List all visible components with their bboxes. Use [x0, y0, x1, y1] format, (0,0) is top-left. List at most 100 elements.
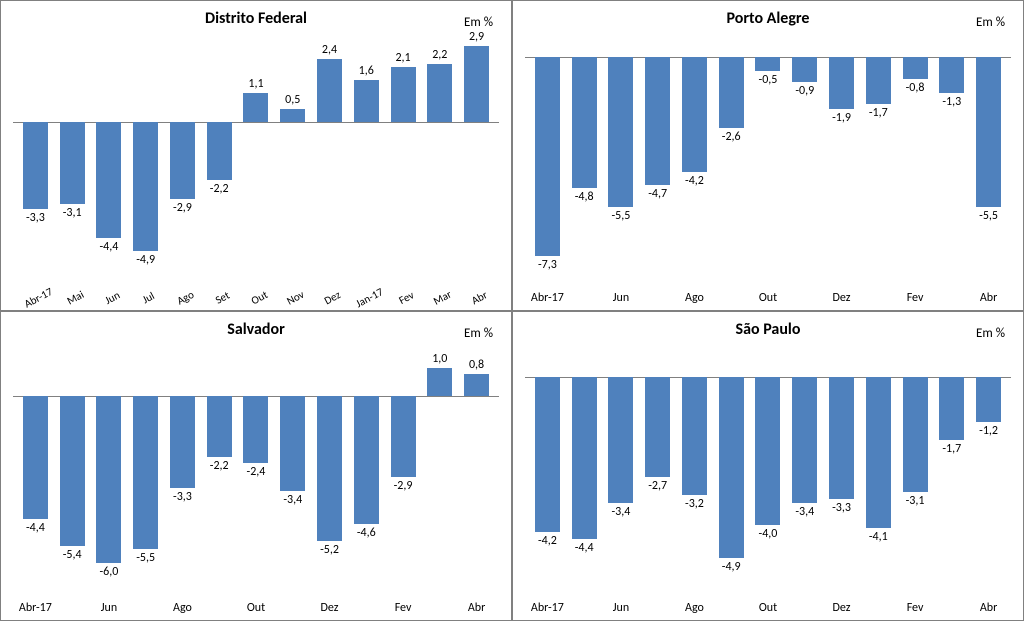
- bar: [755, 377, 780, 524]
- x-label: Abr-17: [529, 291, 566, 305]
- x-label: Jul: [129, 283, 168, 312]
- bar-slot: -4,6: [348, 341, 385, 592]
- bar-slot: -3,1: [897, 341, 934, 592]
- value-label: -4,0: [759, 527, 778, 541]
- value-label: -4,9: [136, 253, 155, 267]
- bar: [939, 377, 964, 440]
- bar-slot: -4,8: [566, 30, 603, 281]
- unit-label: Em %: [464, 15, 493, 30]
- bar: [719, 57, 744, 128]
- bar: [354, 396, 379, 524]
- x-label: [201, 601, 238, 615]
- value-label: -4,4: [575, 541, 594, 555]
- bar: [903, 57, 928, 79]
- bar: [829, 57, 854, 109]
- value-label: -5,2: [320, 543, 339, 557]
- value-label: -4,7: [648, 187, 667, 201]
- bar: [645, 377, 670, 476]
- value-label: -0,9: [795, 84, 814, 98]
- x-label: Dez: [311, 601, 348, 615]
- bar: [391, 396, 416, 477]
- bar: [792, 377, 817, 502]
- bar-slot: -4,4: [91, 30, 128, 281]
- chart-area: -4,4-5,4-6,0-5,5-3,3-2,2-2,4-3,4-5,2-4,6…: [13, 341, 499, 592]
- bar: [792, 57, 817, 82]
- value-label: -1,9: [832, 111, 851, 125]
- bar-slot: 1,1: [238, 30, 275, 281]
- value-label: -2,2: [210, 459, 229, 473]
- bar: [645, 57, 670, 185]
- value-label: -4,4: [99, 240, 118, 254]
- bar: [535, 57, 560, 256]
- bar: [866, 377, 891, 528]
- value-label: -3,4: [283, 493, 302, 507]
- bar: [96, 396, 121, 563]
- panel-title: Distrito Federal: [13, 9, 499, 28]
- bar-slot: -2,9: [385, 341, 422, 592]
- x-label: [713, 601, 750, 615]
- x-label: Out: [750, 291, 787, 305]
- unit-label: Em %: [976, 326, 1005, 341]
- bar-slot: -0,8: [897, 30, 934, 281]
- value-label: -2,7: [648, 479, 667, 493]
- x-label: Fev: [897, 291, 934, 305]
- bar-slot: -1,3: [933, 30, 970, 281]
- bar: [755, 57, 780, 71]
- panel-porto-alegre: Porto Alegre Em % -7,3-4,8-5,5-4,7-4,2-2…: [512, 0, 1024, 311]
- bar: [608, 57, 633, 207]
- value-label: -6,0: [99, 565, 118, 579]
- value-label: -3,1: [906, 494, 925, 508]
- value-label: -5,5: [979, 209, 998, 223]
- bar-slot: -5,4: [54, 341, 91, 592]
- value-label: -2,6: [722, 130, 741, 144]
- bar-slot: -2,7: [639, 341, 676, 592]
- value-label: -0,5: [759, 73, 778, 87]
- value-label: -1,3: [942, 95, 961, 109]
- x-label: Mai: [56, 283, 95, 312]
- panel-title: Porto Alegre: [525, 9, 1011, 28]
- x-label: Ago: [164, 601, 201, 615]
- bar: [243, 93, 268, 122]
- x-label: [933, 291, 970, 305]
- bar: [464, 46, 489, 122]
- value-label: -3,4: [611, 505, 630, 519]
- bar: [976, 57, 1001, 207]
- bar-slot: -4,2: [529, 341, 566, 592]
- bar-slot: -4,7: [639, 30, 676, 281]
- x-axis-labels: Abr-17 Jun Ago Out Dez Fev Abr: [13, 601, 499, 615]
- unit-label: Em %: [976, 15, 1005, 30]
- x-axis-labels: Abr-17 Jun Ago Out Dez Fev Abr: [525, 291, 1011, 305]
- x-label: Mar: [424, 283, 463, 312]
- bar-slot: -2,2: [201, 30, 238, 281]
- bar-slot: -3,3: [823, 341, 860, 592]
- bar-slot: -1,7: [933, 341, 970, 592]
- x-label: [566, 601, 603, 615]
- value-label: -2,9: [173, 201, 192, 215]
- value-label: -4,9: [722, 560, 741, 574]
- bar: [207, 122, 232, 180]
- bar: [682, 57, 707, 171]
- bar-slot: -0,5: [750, 30, 787, 281]
- value-label: 1,6: [359, 64, 374, 78]
- x-label: Abr: [970, 291, 1007, 305]
- bar: [572, 57, 597, 188]
- bar-slot: 2,4: [311, 30, 348, 281]
- x-label: [348, 601, 385, 615]
- bar-slot: -1,7: [860, 30, 897, 281]
- x-label: Set: [203, 283, 242, 312]
- panel-title: Salvador: [13, 320, 499, 339]
- bar: [133, 396, 158, 549]
- bar: [317, 59, 342, 122]
- value-label: -3,1: [63, 206, 82, 220]
- value-label: 1,0: [432, 352, 447, 366]
- bars: -4,4-5,4-6,0-5,5-3,3-2,2-2,4-3,4-5,2-4,6…: [13, 341, 499, 592]
- bar-slot: 1,6: [348, 30, 385, 281]
- x-label: Abr: [970, 601, 1007, 615]
- value-label: -3,4: [795, 505, 814, 519]
- bar-slot: 0,5: [274, 30, 311, 281]
- bars: -7,3-4,8-5,5-4,7-4,2-2,6-0,5-0,9-1,9-1,7…: [525, 30, 1011, 281]
- bar-slot: -4,4: [566, 341, 603, 592]
- x-label: [421, 601, 458, 615]
- value-label: 0,5: [285, 93, 300, 107]
- x-label: Out: [238, 601, 275, 615]
